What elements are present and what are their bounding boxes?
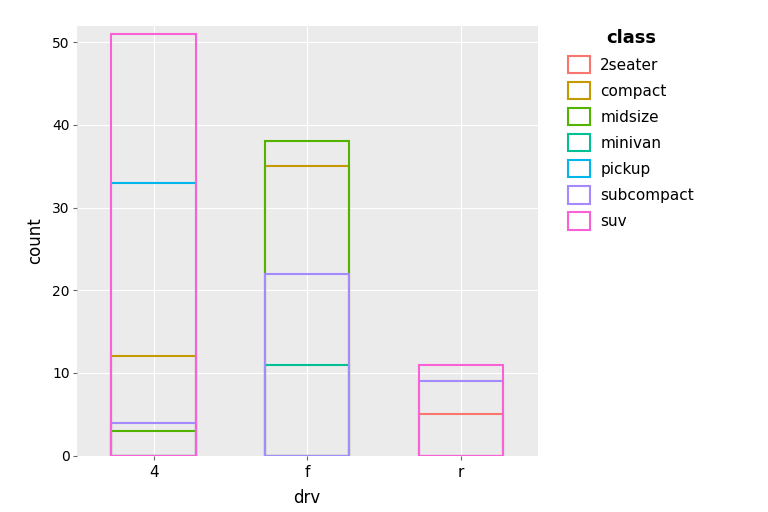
X-axis label: drv: drv — [293, 489, 321, 507]
Bar — [265, 141, 349, 456]
Legend: 2seater, compact, midsize, minivan, pickup, subcompact, suv: 2seater, compact, midsize, minivan, pick… — [564, 25, 699, 234]
Bar — [265, 166, 349, 456]
Bar — [111, 183, 196, 456]
Bar — [419, 414, 503, 456]
Bar — [265, 274, 349, 456]
Bar — [111, 34, 196, 456]
Y-axis label: count: count — [26, 217, 44, 264]
Bar — [111, 422, 196, 456]
Bar — [265, 365, 349, 456]
Bar — [419, 365, 503, 456]
Bar — [419, 381, 503, 456]
Bar — [111, 431, 196, 456]
Bar — [111, 356, 196, 456]
